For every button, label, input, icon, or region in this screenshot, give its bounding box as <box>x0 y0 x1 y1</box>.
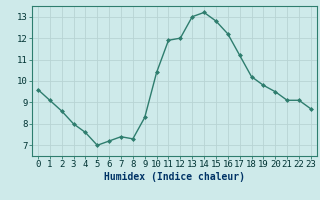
X-axis label: Humidex (Indice chaleur): Humidex (Indice chaleur) <box>104 172 245 182</box>
